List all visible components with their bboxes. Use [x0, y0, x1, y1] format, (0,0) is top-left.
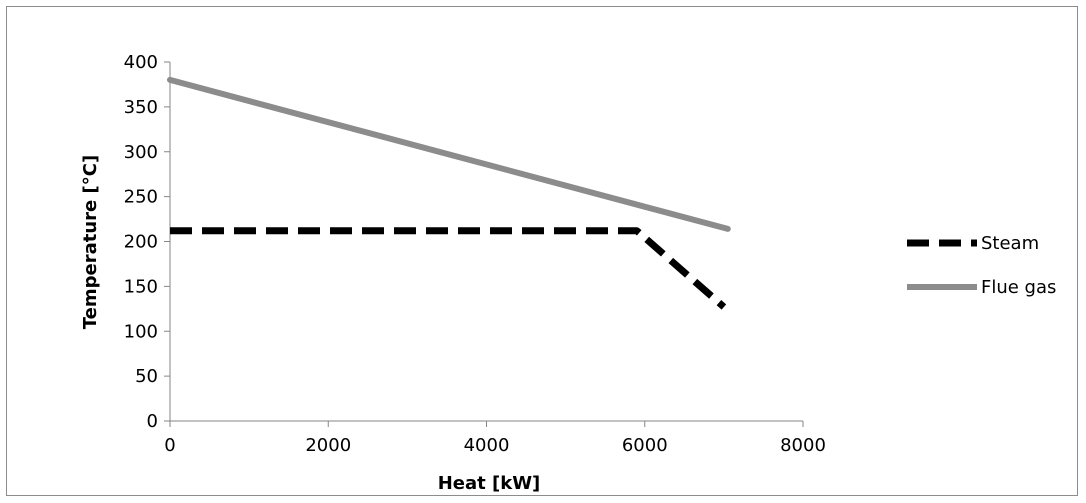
y-tick-label: 0 [147, 411, 158, 432]
y-tick-label: 50 [135, 366, 158, 387]
y-tick-label: 400 [124, 52, 158, 73]
legend-label: Steam [981, 233, 1039, 254]
legend-label: Flue gas [981, 277, 1056, 298]
x-tick-label: 6000 [622, 435, 668, 456]
series-lines [167, 76, 731, 310]
y-tick-label: 300 [124, 142, 158, 163]
y-tick-label: 350 [124, 97, 158, 118]
y-axis-title: Temperature [°C] [80, 155, 101, 329]
y-tick-label: 100 [124, 321, 158, 342]
x-tick-label: 8000 [780, 435, 826, 456]
y-tick-label: 200 [124, 232, 158, 253]
series-line-steam [170, 227, 727, 310]
x-axis-title: Heat [kW] [438, 473, 541, 494]
y-tick-label: 250 [124, 187, 158, 208]
series-line-flue-gas [167, 76, 731, 232]
y-tick-label: 150 [124, 276, 158, 297]
x-tick-label: 4000 [464, 435, 510, 456]
chart-area: 0 50 100 150 200 250 300 350 400 0 2000 4000 6000 800… [6, 6, 1078, 496]
legend: Steam Flue gas [907, 233, 1056, 298]
x-tick-label: 2000 [305, 435, 351, 456]
x-tick-label: 0 [164, 435, 175, 456]
